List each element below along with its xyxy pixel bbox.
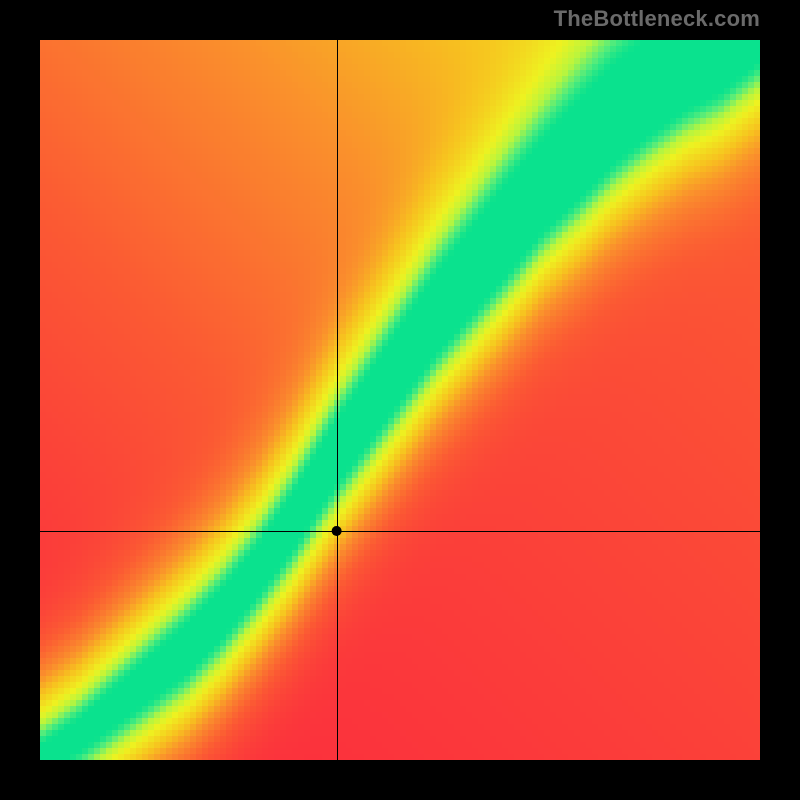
crosshair-overlay — [40, 40, 760, 760]
watermark-text: TheBottleneck.com — [554, 6, 760, 32]
chart-container: { "watermark": { "text": "TheBottleneck.… — [0, 0, 800, 800]
